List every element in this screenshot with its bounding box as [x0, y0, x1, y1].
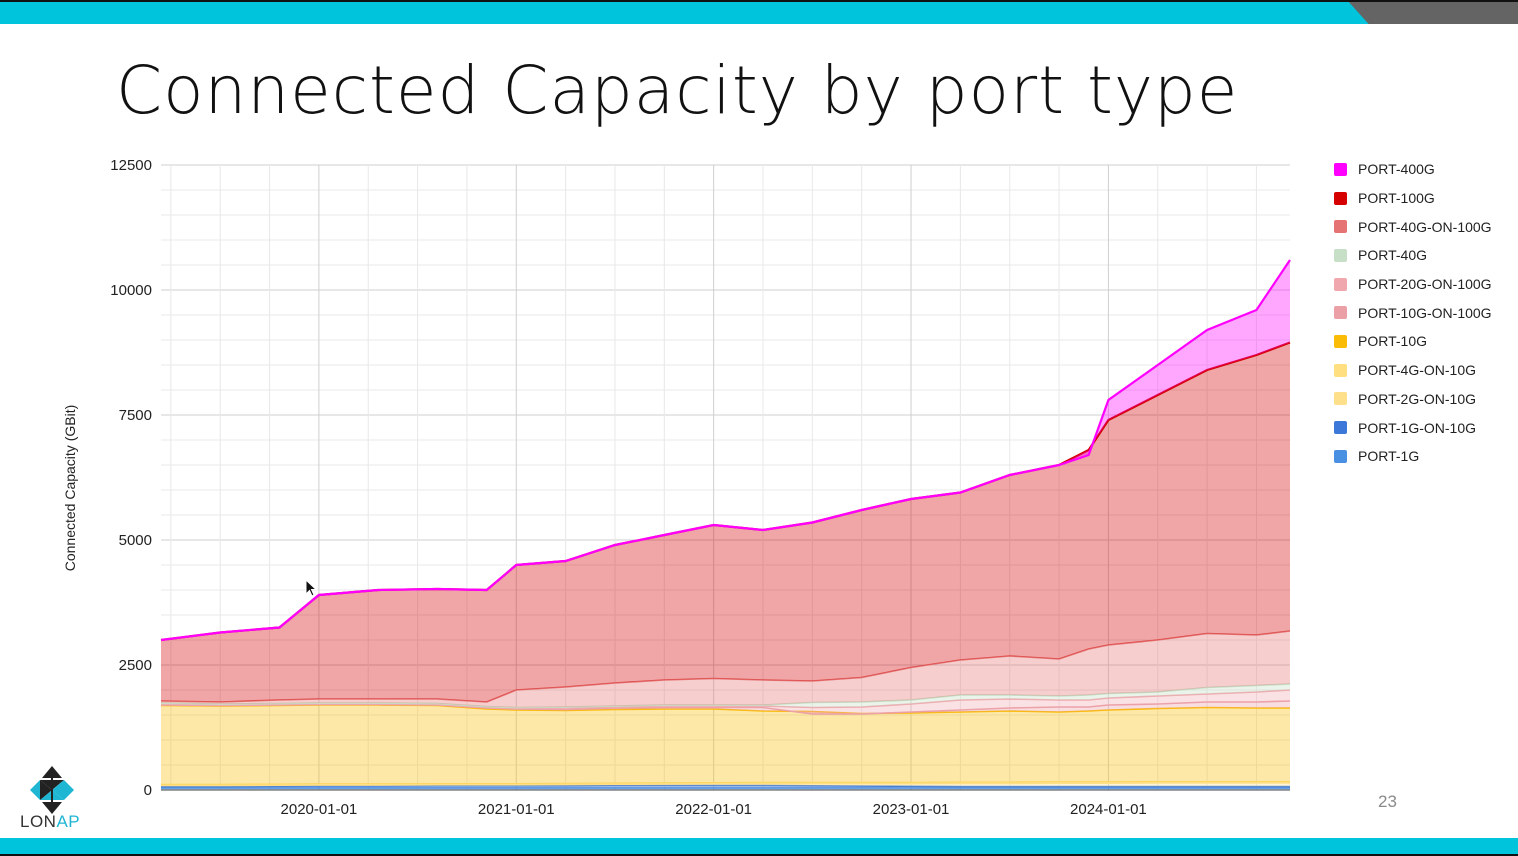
- legend-label: PORT-1G: [1358, 448, 1420, 465]
- line-port-4g-on-10g: [161, 780, 1290, 786]
- page-number: 23: [1378, 792, 1397, 811]
- y-tick-label: 10000: [110, 282, 152, 299]
- logo-text-dark: LON: [20, 812, 57, 831]
- legend-label: PORT-1G-ON-10G: [1358, 419, 1476, 436]
- legend-item[interactable]: PORT-40G-ON-100G: [1334, 212, 1492, 241]
- legend-swatch-icon: [1334, 421, 1347, 435]
- x-tick-label: 2021-01-01: [478, 801, 555, 818]
- legend-item[interactable]: PORT-1G-ON-10G: [1334, 413, 1492, 442]
- area-port-10g: [161, 705, 1290, 785]
- legend-label: PORT-10G: [1358, 333, 1427, 350]
- legend-label: PORT-10G-ON-100G: [1358, 304, 1492, 321]
- legend-label: PORT-100G: [1358, 190, 1435, 207]
- y-tick-label: 0: [144, 782, 152, 799]
- y-tick-label: 2500: [119, 657, 152, 674]
- legend-item[interactable]: PORT-40G: [1334, 241, 1492, 270]
- legend-swatch-icon: [1334, 392, 1347, 406]
- legend-swatch-icon: [1334, 162, 1347, 176]
- mouse-cursor-icon: [305, 579, 317, 597]
- logo-text-accent: AP: [56, 812, 81, 831]
- legend-label: PORT-400G: [1358, 161, 1435, 178]
- x-tick-label: 2024-01-01: [1070, 801, 1147, 818]
- area-port-20g-on-100g: [161, 690, 1290, 714]
- slide-title: Connected Capacity by port type: [116, 52, 1239, 129]
- line-port-1g-on-10g: [161, 784, 1290, 788]
- legend-item[interactable]: PORT-2G-ON-10G: [1334, 385, 1492, 414]
- legend-swatch-icon: [1334, 363, 1347, 377]
- line-port-400g: [160, 259, 1291, 642]
- x-tick-label: 2020-01-01: [281, 801, 358, 818]
- legend-item[interactable]: PORT-4G-ON-10G: [1334, 356, 1492, 385]
- legend-item[interactable]: PORT-20G-ON-100G: [1334, 270, 1492, 299]
- legend-item[interactable]: PORT-400G: [1334, 155, 1492, 184]
- line-port-40g-on-100g: [160, 630, 1291, 703]
- top-grey-accent: [1348, 2, 1518, 24]
- legend-swatch-icon: [1334, 191, 1347, 205]
- legend-label: PORT-20G-ON-100G: [1358, 276, 1492, 293]
- logo-text: LONAP: [20, 812, 80, 832]
- y-axis-title: Connected Capacity (GBit): [62, 404, 78, 572]
- legend-label: PORT-40G: [1358, 247, 1427, 264]
- x-tick-label: 2023-01-01: [873, 801, 950, 818]
- y-tick-label: 7500: [119, 407, 152, 424]
- top-accent-bar: [0, 0, 1518, 24]
- y-tick-label: 12500: [110, 157, 152, 174]
- lonap-logo-icon: [30, 766, 74, 814]
- x-tick-label: 2022-01-01: [675, 801, 752, 818]
- legend-item[interactable]: PORT-100G: [1334, 184, 1492, 213]
- legend-swatch-icon: [1334, 277, 1347, 291]
- legend-label: PORT-4G-ON-10G: [1358, 362, 1476, 379]
- bottom-accent-bar: [0, 838, 1518, 856]
- legend-swatch-icon: [1334, 306, 1347, 320]
- area-port-100g: [161, 342, 1290, 702]
- line-port-20g-on-100g: [160, 689, 1291, 710]
- legend-item[interactable]: PORT-10G: [1334, 327, 1492, 356]
- legend-item[interactable]: PORT-10G-ON-100G: [1334, 298, 1492, 327]
- y-tick-label: 5000: [119, 532, 152, 549]
- chart-legend: PORT-400G PORT-100G PORT-40G-ON-100G PORT-4…: [1334, 155, 1492, 471]
- legend-label: PORT-2G-ON-10G: [1358, 390, 1476, 407]
- line-port-40g: [160, 683, 1291, 709]
- line-port-2g-on-10g: [161, 782, 1290, 787]
- legend-swatch-icon: [1334, 248, 1347, 262]
- legend-label: PORT-40G-ON-100G: [1358, 218, 1492, 235]
- legend-item[interactable]: PORT-1G: [1334, 442, 1492, 471]
- legend-swatch-icon: [1334, 220, 1347, 234]
- legend-swatch-icon: [1334, 449, 1347, 463]
- legend-swatch-icon: [1334, 334, 1347, 348]
- area-port-40g-on-100g: [161, 631, 1290, 708]
